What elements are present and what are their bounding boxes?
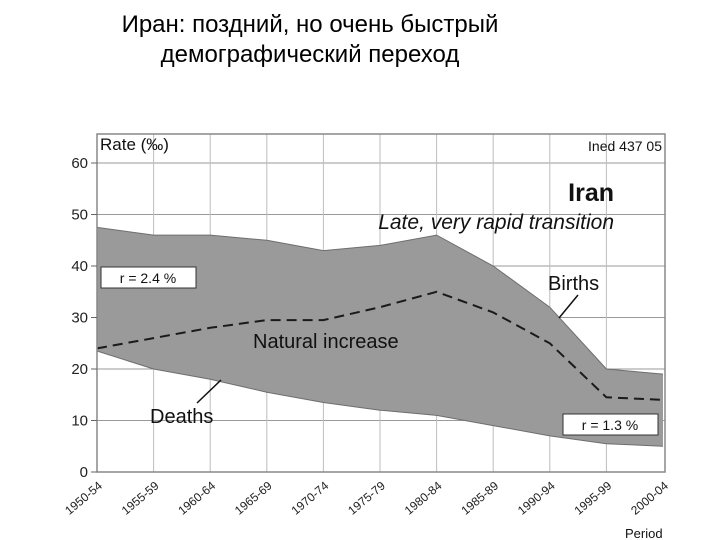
deaths-line — [96, 350, 664, 447]
y-tick-label: 40 — [71, 258, 88, 275]
x-tick-label: 1995-99 — [572, 478, 615, 517]
r-end-label: r = 1.3 % — [582, 417, 638, 433]
x-tick-label: 1955-59 — [119, 478, 162, 517]
births-line — [96, 226, 664, 375]
plot-frame — [96, 133, 666, 473]
x-tick-label: 2000-04 — [628, 478, 671, 517]
chart-subtitle: Late, very rapid transition — [378, 211, 614, 234]
natural-increase-line — [96, 290, 664, 401]
x-tick-label: 1990-94 — [515, 478, 558, 517]
y-axis-ticks: 0 10 20 30 40 50 60 — [71, 155, 97, 481]
x-axis-ticks: 1950-54 1955-59 1960-64 1965-69 1970-74 1975-… — [62, 478, 671, 517]
r-start-box — [100, 266, 197, 289]
source-label: Ined 437 05 — [588, 138, 662, 154]
y-axis-label: Rate (‰) — [100, 135, 169, 154]
x-tick-label: 1985-89 — [458, 478, 501, 517]
y-tick-label: 10 — [71, 413, 88, 430]
x-axis-label: Period — [625, 526, 663, 540]
r-end-box — [562, 413, 659, 436]
x-tick-label: 1970-74 — [289, 478, 332, 517]
x-tick-label: 1965-69 — [232, 478, 275, 517]
y-tick-label: 0 — [80, 464, 88, 481]
deaths-label: Deaths — [150, 406, 213, 428]
x-tick-label: 1980-84 — [402, 478, 445, 517]
y-tick-label: 50 — [71, 207, 88, 224]
frame-rect — [96, 133, 666, 473]
y-tick-label: 20 — [71, 361, 88, 378]
slide-title-line-2: демографический переход — [160, 41, 460, 68]
y-tick-label: 30 — [71, 310, 88, 327]
births-arrow — [558, 294, 579, 319]
chart-title: Iran — [568, 179, 614, 207]
slide-title: Иран: поздний, но очень быстрый демограф… — [60, 10, 560, 70]
slide-title-line-1: Иран: поздний, но очень быстрый — [121, 11, 499, 38]
x-tick-label: 1950-54 — [62, 478, 105, 517]
deaths-arrow — [196, 379, 222, 404]
births-label: Births — [548, 273, 599, 295]
y-tick-label: 60 — [71, 155, 88, 172]
x-tick-label: 1975-79 — [345, 478, 388, 517]
natural-increase-label: Natural increase — [253, 331, 399, 353]
r-start-label: r = 2.4 % — [120, 270, 176, 286]
x-tick-label: 1960-64 — [175, 478, 218, 517]
births-deaths-band — [97, 227, 663, 447]
